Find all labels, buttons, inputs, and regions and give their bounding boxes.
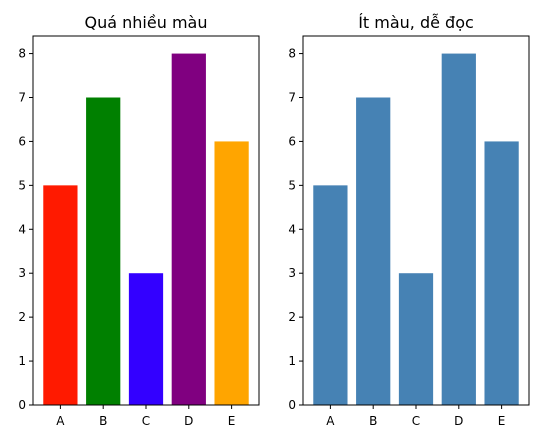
y-tick-label: 7: [18, 91, 26, 105]
bar-a: [43, 185, 78, 405]
bar-c: [128, 273, 164, 405]
y-tick-label: 5: [288, 178, 296, 192]
x-tick-label: D: [184, 414, 193, 428]
chart-title: Quá nhiều màu: [85, 13, 208, 32]
bar-d: [441, 53, 476, 405]
bar-b: [86, 97, 121, 405]
x-tick-label: D: [454, 414, 463, 428]
chart-title: Ít màu, dễ đọc: [358, 13, 474, 32]
y-tick-label: 3: [288, 266, 296, 280]
x-tick-label: E: [498, 414, 506, 428]
y-tick-label: 4: [288, 222, 296, 236]
y-tick-label: 2: [18, 310, 26, 324]
y-tick-label: 1: [288, 354, 296, 368]
x-tick-label: B: [99, 414, 107, 428]
bar-c: [398, 273, 434, 405]
y-tick-label: 8: [288, 47, 296, 61]
chart-left: Quá nhiều màu 0 1 2 3 4 5 6 7 8 A B C D E: [18, 13, 260, 428]
x-tick-label: B: [369, 414, 377, 428]
y-tick-label: 7: [288, 91, 296, 105]
y-tick-label: 4: [18, 222, 26, 236]
x-tick-label: C: [142, 414, 150, 428]
y-tick-label: 0: [288, 398, 296, 412]
chart-right: Ít màu, dễ đọc 0 1 2 3 4 5 6 7 8 A B C D E: [288, 13, 530, 428]
y-tick-label: 6: [288, 134, 296, 148]
y-tick-label: 1: [18, 354, 26, 368]
bar-e: [484, 141, 519, 405]
y-tick-label: 5: [18, 178, 26, 192]
bar-b: [356, 97, 391, 405]
x-tick-label: A: [326, 414, 335, 428]
y-tick-label: 2: [288, 310, 296, 324]
y-tick-label: 8: [18, 47, 26, 61]
x-tick-label: C: [412, 414, 420, 428]
bar-d: [171, 53, 206, 405]
y-tick-label: 0: [18, 398, 26, 412]
y-tick-label: 6: [18, 134, 26, 148]
bar-a: [313, 185, 348, 405]
y-tick-label: 3: [18, 266, 26, 280]
bar-e: [214, 141, 249, 405]
x-tick-label: E: [228, 414, 236, 428]
x-tick-label: A: [56, 414, 65, 428]
